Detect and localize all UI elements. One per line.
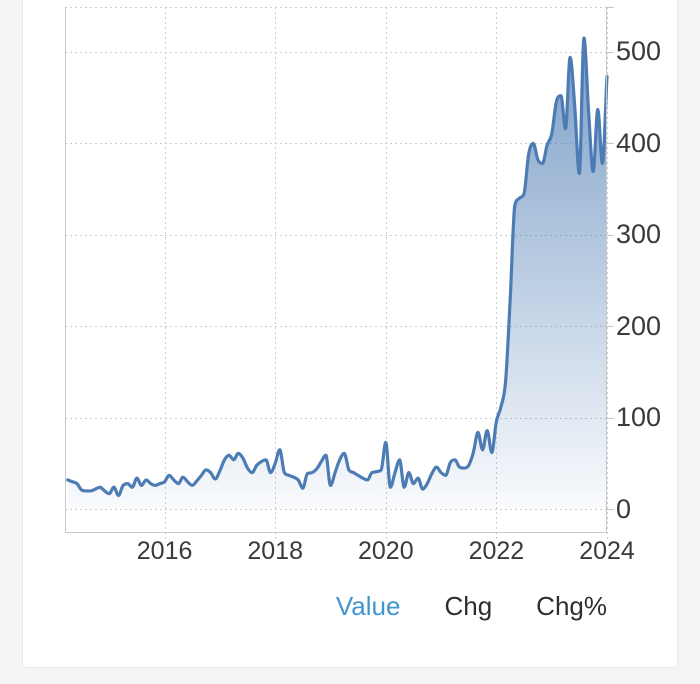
y-axis-label: 400 [616,127,662,158]
y-axis-label: 100 [616,402,662,433]
y-axis-label: 200 [616,310,662,341]
tab-chg-pct[interactable]: Chg% [536,591,607,621]
chart-svg [65,7,614,539]
plot-area[interactable] [65,7,615,540]
y-axis-label: 0 [616,493,632,524]
x-axis-label: 2020 [357,537,414,565]
x-axis-label: 2018 [247,537,303,565]
x-axis-label: 2016 [136,537,193,565]
y-axis-label: 300 [616,219,662,250]
gridlines [65,7,608,539]
series-toggle-row: Value Chg Chg% [0,591,607,622]
tab-value[interactable]: Value [335,591,401,621]
y-axis-label: 500 [616,36,662,67]
x-axis-label: 2022 [468,537,525,565]
y-axis-ticks [607,7,614,510]
series-line [66,36,609,498]
x-axis-label: 2024 [579,537,635,565]
series-area-fill [67,38,607,510]
tab-chg[interactable]: Chg [444,591,493,621]
plot-border [65,7,607,533]
